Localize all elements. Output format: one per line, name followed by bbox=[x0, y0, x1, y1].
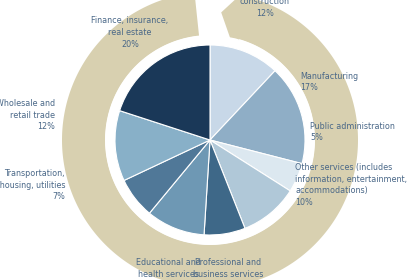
Text: Transportation,
warehousing, utilities
7%: Transportation, warehousing, utilities 7… bbox=[0, 169, 65, 201]
Circle shape bbox=[106, 36, 314, 244]
Text: Manufacturing
17%: Manufacturing 17% bbox=[300, 72, 358, 92]
Text: Public administration
5%: Public administration 5% bbox=[310, 122, 395, 143]
Polygon shape bbox=[221, 0, 253, 54]
Wedge shape bbox=[210, 45, 275, 140]
Wedge shape bbox=[115, 111, 210, 180]
Wedge shape bbox=[204, 140, 245, 235]
Wedge shape bbox=[149, 140, 210, 235]
Wedge shape bbox=[210, 71, 305, 164]
Text: Educational and
health services
10%: Educational and health services 10% bbox=[136, 258, 200, 280]
Wedge shape bbox=[210, 140, 290, 228]
Text: Professional and
business services
7%: Professional and business services 7% bbox=[193, 258, 263, 280]
PathPatch shape bbox=[62, 0, 358, 280]
Text: Other services (includes
information, entertainment,
accommodations)
10%: Other services (includes information, en… bbox=[295, 163, 407, 207]
Wedge shape bbox=[124, 140, 210, 213]
Wedge shape bbox=[120, 45, 210, 140]
Wedge shape bbox=[210, 140, 302, 191]
Text: Agriculture, mining,
construction
12%: Agriculture, mining, construction 12% bbox=[225, 0, 305, 18]
Text: Finance, insurance,
real estate
20%: Finance, insurance, real estate 20% bbox=[91, 16, 168, 49]
Text: Wholesale and
retail trade
12%: Wholesale and retail trade 12% bbox=[0, 99, 55, 131]
